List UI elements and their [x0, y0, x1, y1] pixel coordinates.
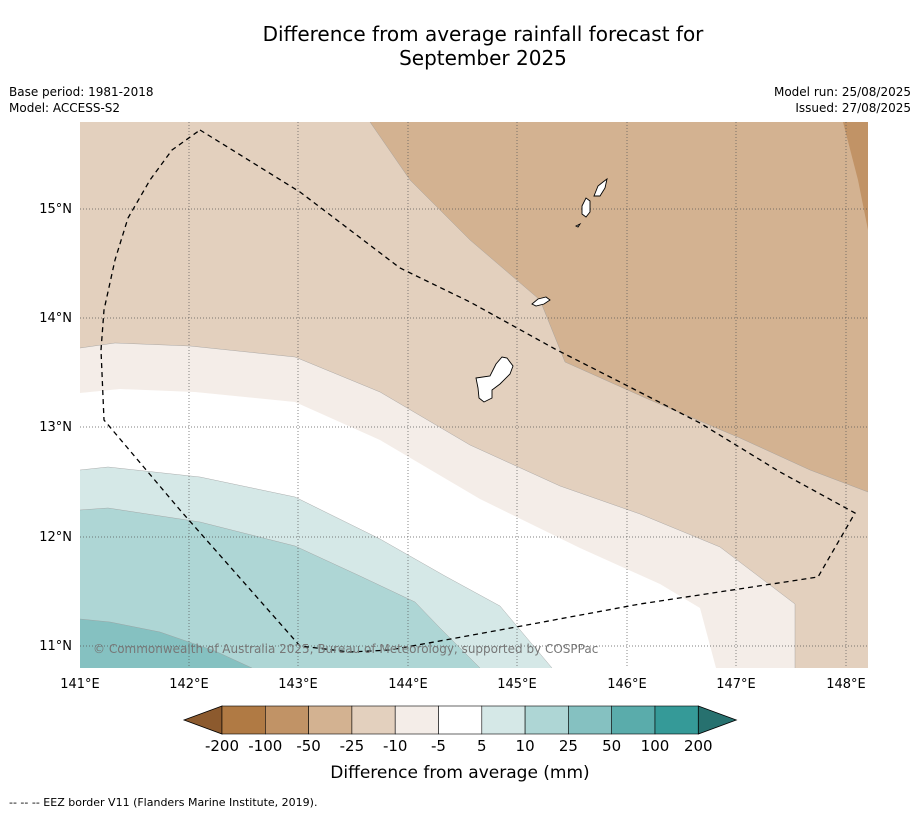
colorbar-extend-high — [697, 705, 738, 735]
lon-label: 146°E — [607, 677, 647, 692]
colorbar-segment — [221, 705, 266, 735]
run-issue-info: Model run: 25/08/2025 Issued: 27/08/2025 — [774, 84, 911, 116]
base-model-info: Base period: 1981-2018 Model: ACCESS-S2 — [9, 84, 154, 116]
band-25-50 — [80, 619, 252, 668]
title-line-1: Difference from average rainfall forecas… — [262, 22, 704, 46]
colorbar-tick-label: 50 — [602, 737, 621, 755]
colorbar-tick-label: -200 — [205, 737, 239, 755]
lat-label: 13°N — [39, 420, 72, 435]
saipan-island — [593, 177, 608, 197]
guam-island — [475, 356, 514, 403]
lon-labels: 141°E 142°E 143°E 144°E 145°E 146°E 147°… — [60, 677, 866, 692]
lon-label: 145°E — [497, 677, 537, 692]
colorbar-tick-label: -25 — [340, 737, 365, 755]
lat-labels: 15°N 14°N 13°N 12°N 11°N — [39, 202, 72, 654]
model-text: Model: ACCESS-S2 — [9, 101, 121, 115]
colorbar-segment — [308, 705, 353, 735]
contour-edges — [80, 122, 868, 668]
colorbar-tick-label: -10 — [383, 737, 408, 755]
colorbar-segment — [394, 705, 439, 735]
colorbar-segment — [438, 705, 483, 735]
copyright-text: © Commonwealth of Australia 2025, Bureau… — [93, 642, 598, 656]
colorbar — [182, 705, 738, 735]
band-neg25-neg50 — [370, 122, 868, 492]
rota-island — [531, 296, 551, 307]
lat-label: 14°N — [39, 311, 72, 326]
model-run-text: Model run: 25/08/2025 — [773, 85, 911, 99]
colorbar-tick-label: 100 — [641, 737, 670, 755]
colorbar-segment — [481, 705, 526, 735]
lon-label: 147°E — [716, 677, 756, 692]
issued-text: Issued: 27/08/2025 — [795, 101, 911, 115]
colorbar-segment — [524, 705, 569, 735]
colorbar-segment — [568, 705, 613, 735]
colorbar-tick-label: 25 — [559, 737, 578, 755]
aguijan-islet — [574, 222, 582, 228]
title-line-2: September 2025 — [399, 46, 567, 70]
island-outlines — [475, 177, 608, 403]
colorbar-tick-label: 200 — [684, 737, 713, 755]
lat-label: 15°N — [39, 202, 72, 217]
map-title: Difference from average rainfall forecas… — [0, 22, 919, 70]
colorbar-tick-label: -100 — [248, 737, 282, 755]
lon-label: 148°E — [826, 677, 866, 692]
lat-label: 12°N — [39, 530, 72, 545]
colorbar-tick-label: -5 — [431, 737, 446, 755]
colorbar-tick-label: -50 — [296, 737, 321, 755]
colorbar-tick-label: 5 — [477, 737, 487, 755]
lon-label: 142°E — [169, 677, 209, 692]
rainfall-contours: © Commonwealth of Australia 2025, Bureau… — [80, 122, 868, 668]
band-neg50-neg100 — [843, 122, 868, 230]
colorbar-extend-low — [182, 705, 223, 735]
lat-label: 11°N — [39, 639, 72, 654]
lon-label: 141°E — [60, 677, 100, 692]
lon-label: 143°E — [278, 677, 318, 692]
colorbar-segment — [264, 705, 309, 735]
base-period-text: Base period: 1981-2018 — [9, 85, 154, 99]
eez-footnote: -- -- -- EEZ border V11 (Flanders Marine… — [9, 796, 318, 809]
tinian-island — [581, 197, 591, 218]
colorbar-tick-label: 10 — [516, 737, 535, 755]
colorbar-segment — [351, 705, 396, 735]
map-gridlines — [80, 122, 868, 668]
lon-label: 144°E — [388, 677, 428, 692]
band-10-25 — [80, 508, 480, 668]
colorbar-segment — [654, 705, 699, 735]
colorbar-segment — [611, 705, 656, 735]
colorbar-tick-labels: -200 -100 -50 -25 -10 -5 5 10 25 50 100 200 — [205, 737, 713, 755]
eez-border — [100, 129, 856, 653]
colorbar-label: Difference from average (mm) — [330, 763, 589, 783]
